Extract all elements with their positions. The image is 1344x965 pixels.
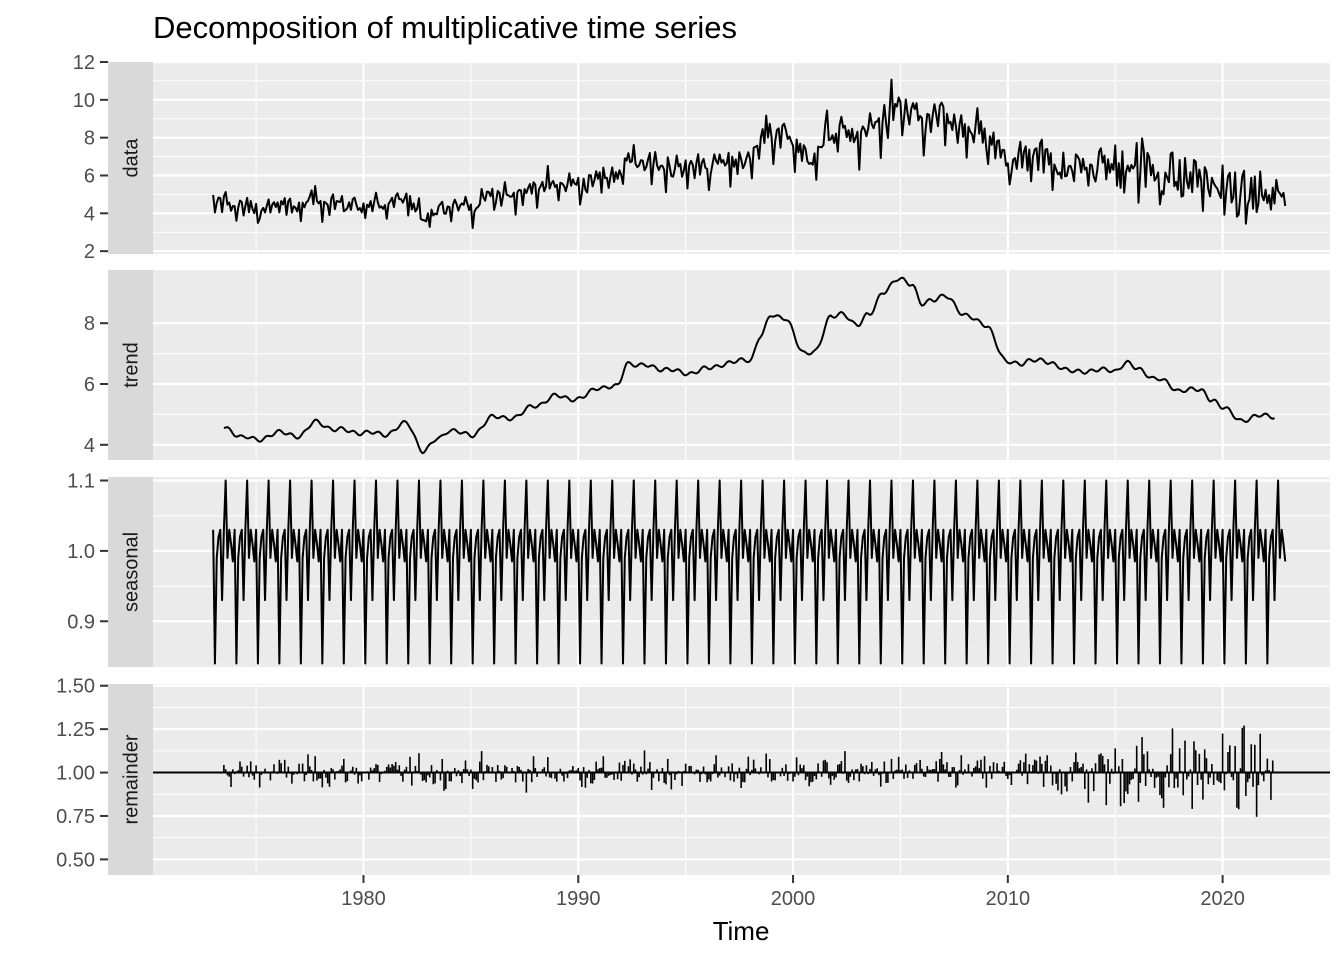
y-tick-label: 1.1 xyxy=(67,471,95,493)
y-tick-label: 0.9 xyxy=(67,611,95,633)
panel-strip-trend xyxy=(108,270,153,460)
panel-strip-remainder xyxy=(108,684,153,875)
y-tick-label: 2 xyxy=(84,241,95,263)
x-tick-label: 2020 xyxy=(1200,888,1245,910)
x-tick-label: 2000 xyxy=(771,888,816,910)
y-tick-label: 1.0 xyxy=(67,541,95,563)
panel-label-trend: trend xyxy=(121,342,143,388)
y-tick-label: 6 xyxy=(84,165,95,187)
x-tick-label: 1990 xyxy=(556,888,601,910)
panel-remainder: remainder 0.50 0.75 1.00 1.25 1.50 xyxy=(56,676,1330,875)
y-tick-label: 10 xyxy=(73,90,95,112)
x-tick-label: 2010 xyxy=(986,888,1031,910)
x-axis-title: Time xyxy=(713,916,770,946)
panel-label-seasonal: seasonal xyxy=(121,532,143,612)
x-tick-label: 1980 xyxy=(341,888,386,910)
y-tick-label: 1.25 xyxy=(56,719,95,741)
chart-title: Decomposition of multiplicative time ser… xyxy=(153,10,737,45)
y-tick-label: 4 xyxy=(84,435,95,457)
panel-seasonal: seasonal 0.9 1.0 1.1 xyxy=(67,471,1330,667)
y-tick-label: 6 xyxy=(84,374,95,396)
panel-label-remainder: remainder xyxy=(121,734,143,824)
series-line-data xyxy=(212,78,1287,229)
panel-label-data: data xyxy=(121,138,143,178)
y-tick-label: 8 xyxy=(84,313,95,335)
panel-background-trend xyxy=(153,270,1330,460)
y-tick-label: 4 xyxy=(84,203,95,225)
y-tick-label: 8 xyxy=(84,128,95,150)
panel-trend: trend 4 6 8 xyxy=(84,270,1330,460)
y-tick-label: 0.75 xyxy=(56,806,95,828)
panels-layer: data 2 4 6 8 10 12 trend 4 6 8 seasonal 0.9 1.0 1.1 rem… xyxy=(56,52,1330,875)
series-line-trend xyxy=(223,276,1275,455)
x-axis: 1980 1990 2000 2010 2020 xyxy=(341,875,1245,910)
panel-strip-seasonal xyxy=(108,477,153,667)
y-tick-label: 1.50 xyxy=(56,676,95,698)
y-tick-label: 12 xyxy=(73,52,95,74)
y-tick-label: 0.50 xyxy=(56,849,95,871)
panel-data: data 2 4 6 8 10 12 xyxy=(73,52,1330,263)
y-tick-label: 1.00 xyxy=(56,763,95,785)
panel-strip-data xyxy=(108,62,153,254)
series-line-seasonal xyxy=(212,479,1287,665)
